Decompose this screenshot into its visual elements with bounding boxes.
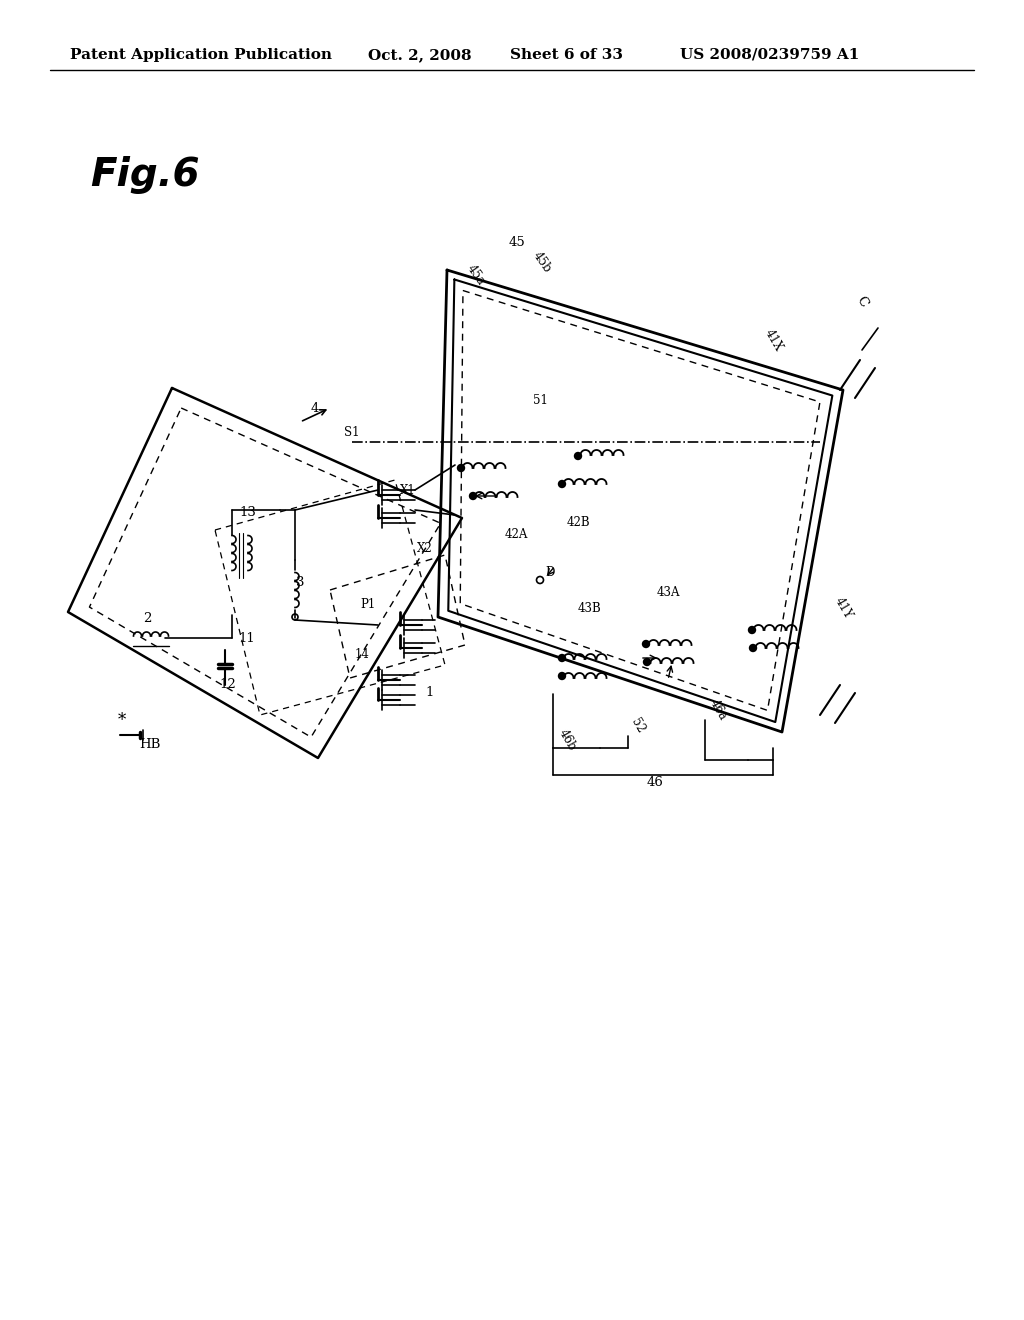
- Text: 1: 1: [426, 685, 434, 698]
- Circle shape: [469, 492, 476, 499]
- Text: Fig.6: Fig.6: [90, 156, 200, 194]
- Circle shape: [574, 453, 582, 459]
- Text: C: C: [854, 294, 870, 310]
- Circle shape: [643, 659, 650, 665]
- Text: X2: X2: [417, 541, 433, 554]
- Circle shape: [558, 672, 565, 680]
- Text: 45: 45: [509, 236, 525, 249]
- Text: 46a: 46a: [707, 697, 729, 723]
- Text: 46b: 46b: [556, 727, 579, 752]
- Text: 14: 14: [354, 648, 370, 661]
- Text: 4: 4: [311, 401, 319, 414]
- Text: 41X: 41X: [762, 326, 784, 354]
- Text: 51: 51: [532, 393, 548, 407]
- Circle shape: [458, 465, 465, 471]
- Text: 46: 46: [646, 776, 664, 788]
- Circle shape: [749, 627, 756, 634]
- Circle shape: [558, 655, 565, 661]
- Text: 45b: 45b: [530, 249, 554, 275]
- Text: Patent Application Publication: Patent Application Publication: [70, 48, 332, 62]
- Circle shape: [750, 644, 757, 652]
- Text: US 2008/0239759 A1: US 2008/0239759 A1: [680, 48, 859, 62]
- Text: P1: P1: [360, 598, 376, 611]
- Text: 12: 12: [219, 678, 237, 692]
- Circle shape: [642, 640, 649, 648]
- Text: 43A: 43A: [656, 586, 680, 599]
- Text: D: D: [546, 565, 555, 578]
- Text: 52: 52: [629, 717, 647, 735]
- Text: 42B: 42B: [566, 516, 590, 528]
- Text: 41Y: 41Y: [831, 595, 854, 622]
- Text: S1: S1: [344, 426, 359, 440]
- Text: Oct. 2, 2008: Oct. 2, 2008: [368, 48, 472, 62]
- Text: HB: HB: [139, 738, 161, 751]
- Text: X1: X1: [400, 483, 416, 496]
- Text: 2: 2: [142, 611, 152, 624]
- Text: 45a: 45a: [464, 263, 487, 288]
- Text: 11: 11: [239, 631, 255, 644]
- Text: *: *: [118, 711, 126, 729]
- Text: 42A: 42A: [504, 528, 527, 541]
- Text: 3: 3: [296, 577, 304, 590]
- Text: Sheet 6 of 33: Sheet 6 of 33: [510, 48, 623, 62]
- Circle shape: [558, 480, 565, 487]
- Text: 13: 13: [240, 507, 256, 520]
- Text: 43B: 43B: [579, 602, 602, 615]
